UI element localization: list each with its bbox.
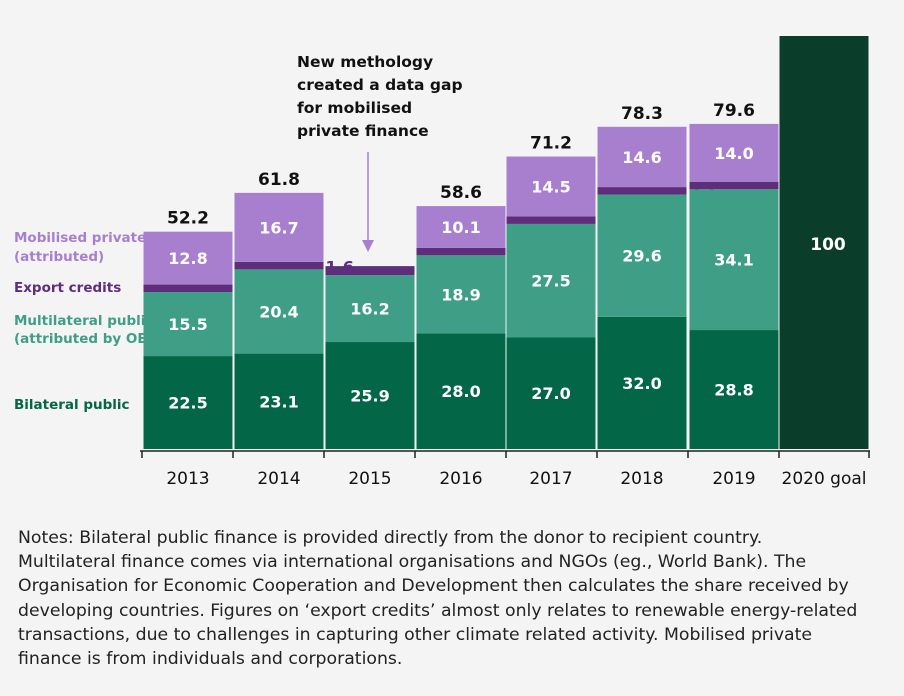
value-label-bilateral: 28.8: [714, 381, 753, 400]
x-tick-label: 2018: [620, 469, 663, 489]
value-label-goal: 100: [810, 235, 846, 255]
bar-segment-bilateral: [234, 353, 324, 449]
bar-segment-bilateral: [325, 342, 415, 449]
value-label-bilateral: 32.0: [622, 374, 661, 393]
value-label-mobilised-private: 14.6: [622, 148, 661, 167]
annotation-text: for mobilised: [297, 99, 412, 117]
x-tick-label: 2013: [166, 469, 209, 489]
bar-segment-mobilised-private: [416, 206, 506, 248]
bar-goal: [779, 36, 869, 449]
legend-label: (attributed by OECD): [14, 331, 174, 347]
value-label-bilateral: 23.1: [259, 392, 298, 411]
legend-label: (attributed): [14, 249, 104, 265]
bar-segment-bilateral: [416, 333, 506, 449]
value-label-multilateral: 16.2: [350, 300, 389, 319]
total-label: 71.2: [530, 134, 572, 154]
value-label-mobilised-private: 12.8: [168, 249, 207, 268]
bar-segment-multilateral: [234, 269, 324, 354]
bar-segment-bilateral: [143, 356, 233, 449]
stacked-bar-chart: 22.515.51.612.852.223.120.41.616.761.825…: [14, 36, 870, 489]
total-label: 78.3: [621, 104, 663, 124]
legend-label: Mobilised private: [14, 230, 146, 246]
value-label-multilateral: 18.9: [441, 285, 480, 304]
legend-label: Export credits: [14, 280, 121, 296]
value-label-mobilised-private: 14.5: [531, 177, 570, 196]
value-label-mobilised-private: 14.0: [714, 144, 753, 163]
bar-segment-multilateral: [143, 292, 233, 357]
value-label-bilateral: 27.0: [531, 384, 570, 403]
value-label-bilateral: 22.5: [168, 394, 207, 413]
annotation-arrow-head: [362, 240, 374, 252]
bar-segment-export-credits: [597, 187, 687, 195]
value-label-bilateral: 28.0: [441, 382, 480, 401]
bar-segment-export-credits: [325, 266, 415, 276]
bar-segment-mobilised-private: [506, 156, 596, 217]
bar-segment-multilateral: [325, 275, 415, 343]
notes-line: finance is from individuals and corporat…: [18, 649, 403, 670]
value-label-mobilised-private: 16.7: [259, 218, 298, 237]
bar-segment-multilateral: [506, 223, 596, 338]
x-tick-label: 2019: [712, 469, 755, 489]
notes-line: developing countries. Figures on ‘export…: [18, 600, 858, 621]
x-tick-label: 2016: [439, 469, 482, 489]
notes-line: Multilateral finance comes via internati…: [18, 552, 807, 573]
bar-segment-export-credits: [689, 181, 779, 190]
x-tick-label: 2014: [257, 469, 300, 489]
annotation-text: private finance: [297, 122, 429, 140]
value-label-multilateral: 20.4: [259, 302, 298, 321]
bar-segment-bilateral: [597, 316, 687, 449]
x-tick-label: 2020 goal: [782, 469, 867, 489]
total-label: 52.2: [167, 209, 209, 229]
notes-text: Notes: Bilateral public finance is provi…: [18, 526, 888, 671]
bar-segment-export-credits: [234, 261, 324, 270]
total-label: 61.8: [258, 170, 300, 190]
bar-segment-mobilised-private: [597, 126, 687, 188]
annotation-text: created a data gap: [297, 76, 463, 94]
value-label-bilateral: 25.9: [350, 387, 389, 406]
x-tick-label: 2015: [348, 469, 391, 489]
bar-segment-mobilised-private: [234, 192, 324, 262]
notes-line: Organisation for Economic Cooperation an…: [18, 576, 849, 597]
bar-segment-mobilised-private: [143, 231, 233, 285]
bar-segment-multilateral: [416, 255, 506, 334]
value-label-multilateral: 15.5: [168, 315, 207, 334]
value-label-mobilised-private: 10.1: [441, 218, 480, 237]
notes-line: Notes: Bilateral public finance is provi…: [18, 528, 763, 548]
bar-segment-multilateral: [689, 189, 779, 331]
bar-segment-mobilised-private: [689, 123, 779, 182]
bar-segment-bilateral: [506, 337, 596, 449]
annotation-text: New methology: [297, 53, 433, 71]
bar-segment-multilateral: [597, 194, 687, 317]
bar-segment-export-credits: [416, 247, 506, 256]
total-label: 79.6: [713, 101, 755, 121]
bar-segment-export-credits: [143, 284, 233, 293]
value-label-multilateral: 34.1: [714, 251, 753, 270]
legend-label: Bilateral public: [14, 397, 130, 413]
x-tick-label: 2017: [529, 469, 572, 489]
total-label: 58.6: [440, 183, 482, 203]
legend-label: Multilateral public: [14, 313, 153, 329]
bar-segment-export-credits: [506, 216, 596, 224]
bar-segment-bilateral: [689, 330, 779, 449]
value-label-multilateral: 27.5: [531, 272, 570, 291]
value-label-multilateral: 29.6: [622, 247, 661, 266]
notes-line: transactions, due to challenges in captu…: [18, 624, 813, 645]
